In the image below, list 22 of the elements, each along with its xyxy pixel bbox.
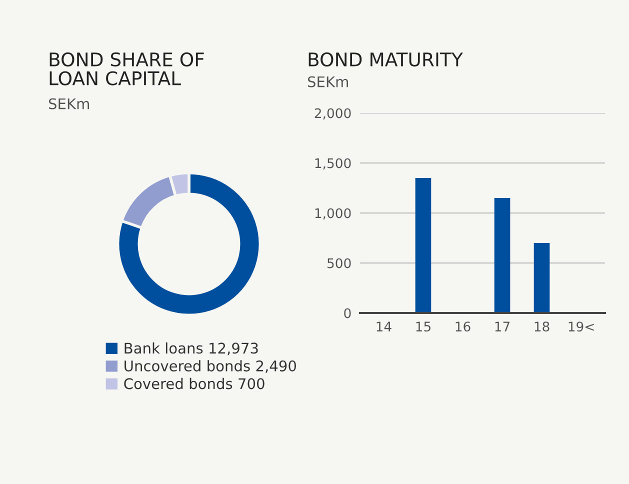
x-tick-label: 16 [456,322,470,332]
chart-subtitle: SEKm [48,98,89,110]
y-tick-label: 1,500 [315,158,351,170]
legend-label: Uncovered bonds 2,490 [124,360,296,373]
chart-subtitle: SEKm [308,76,348,88]
y-tick-label: 500 [328,258,351,268]
y-tick-label: 2,000 [314,108,351,120]
x-tick-label: 15 [416,322,430,332]
chart-title: BOND MATURITY [308,52,463,67]
y-tick-label: 1,000 [315,208,351,220]
donut-slice [116,171,262,317]
x-tick-label: 19< [568,322,594,332]
y-tick-label: 0 [344,308,351,318]
legend-label: Bank loans 12,973 [124,342,258,356]
legend-label: Covered bonds 700 [124,378,264,390]
x-tick-label: 17 [495,322,510,332]
bar [415,178,432,313]
chart-title: BOND SHARE OF LOAN CAPITAL [50,52,204,86]
x-tick-label: 14 [376,322,392,332]
bar [494,198,510,313]
bar [534,243,550,313]
x-tick-label: 18 [534,322,550,332]
